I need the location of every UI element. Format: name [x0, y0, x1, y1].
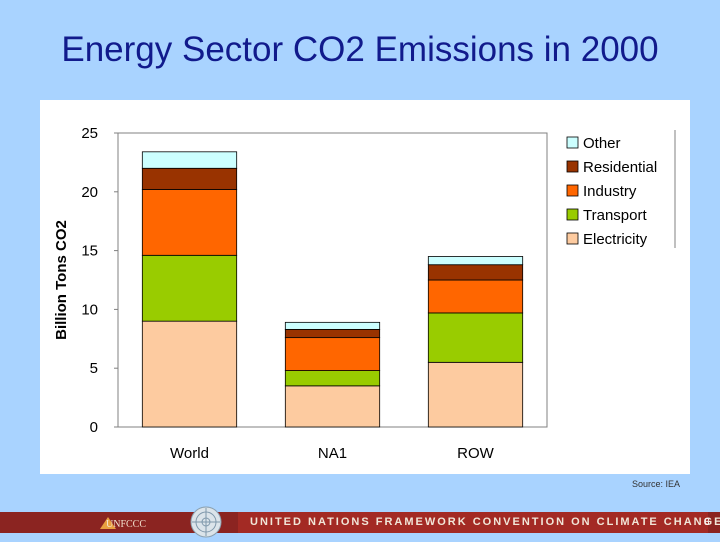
- bar-world-electricity: [141, 320, 238, 428]
- unfccc-logo: UNFCCC: [100, 517, 146, 530]
- bar-world-industry: [141, 189, 238, 256]
- bar-row-industry: [427, 279, 524, 314]
- y-tick-label-2: 10: [81, 301, 98, 318]
- y-tick-label-5: 25: [81, 125, 98, 142]
- bar-row-transport: [427, 312, 524, 363]
- legend-label-transport: Transport: [583, 207, 647, 224]
- bar-world-other: [141, 151, 238, 169]
- x-tick-label-row: ROW: [457, 445, 495, 462]
- legend-label-other: Other: [583, 135, 621, 152]
- x-tick-label-world: World: [170, 445, 209, 462]
- bar-na1-electricity: [284, 385, 381, 428]
- footer-band: [238, 512, 708, 533]
- y-tick-label-3: 15: [81, 243, 98, 260]
- bar-na1-transport: [284, 370, 381, 387]
- chart-panel: 0 5 10 15 20 25 Billion Tons CO2 World NA1 ROW Oth…: [40, 100, 690, 474]
- bar-row-electricity: [427, 361, 524, 428]
- y-tick-label-0: 0: [90, 419, 98, 436]
- footer-bar: UNFCCC UNITED NATIONS FRAMEWORK CONVENTI…: [0, 506, 720, 538]
- legend-swatch-industry: [566, 184, 579, 197]
- bar-na1-other: [284, 321, 381, 330]
- y-axis-label: Billion Tons CO2: [53, 220, 70, 340]
- legend-swatch-other: [566, 136, 579, 149]
- footer-org-name: UNITED NATIONS FRAMEWORK CONVENTION ON C…: [250, 516, 720, 528]
- page-number: 8: [704, 517, 710, 528]
- y-tick-label-1: 5: [90, 360, 98, 377]
- y-tick-label-4: 20: [81, 184, 98, 201]
- stacked-bar-chart: 0 5 10 15 20 25 Billion Tons CO2 World NA1 ROW Oth…: [53, 125, 676, 462]
- slide-title: Energy Sector CO2 Emissions in 2000: [61, 30, 659, 69]
- logo-text: UNFCCC: [106, 519, 146, 530]
- legend-label-electricity: Electricity: [583, 231, 648, 248]
- bar-row-residential: [427, 264, 524, 281]
- legend-label-residential: Residential: [583, 159, 657, 176]
- legend-swatch-residential: [566, 160, 579, 173]
- bar-world-transport: [141, 254, 238, 322]
- bar-row-other: [427, 256, 524, 266]
- legend-label-industry: Industry: [583, 183, 637, 200]
- source-note: Source: IEA: [632, 479, 681, 489]
- x-tick-label-na1: NA1: [318, 445, 347, 462]
- legend-swatch-transport: [566, 208, 579, 221]
- bar-na1-industry: [284, 337, 381, 371]
- un-emblem-icon: [190, 506, 222, 538]
- bar-na1-residential: [284, 328, 381, 339]
- legend-swatch-electricity: [566, 232, 579, 245]
- bar-world-residential: [141, 167, 238, 190]
